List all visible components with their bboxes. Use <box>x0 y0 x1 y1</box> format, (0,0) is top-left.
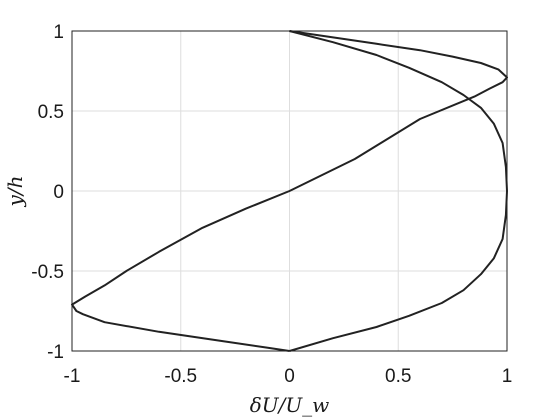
y-tick-label: 0 <box>53 182 64 203</box>
x-tick-label: 0.5 <box>385 366 411 387</box>
x-tick-label: 0 <box>284 366 295 387</box>
plot-frame <box>71 30 508 352</box>
x-tick-label: -1 <box>64 366 81 387</box>
x-tick-label: 1 <box>502 366 513 387</box>
y-tick-labels: -1 -0.5 0 0.5 1 <box>31 22 64 363</box>
y-tick-label: 1 <box>53 22 64 43</box>
series-line-1 <box>71 30 508 352</box>
y-tick-label: -0.5 <box>31 262 64 283</box>
x-axis-label-text: δU/U_w <box>250 393 330 417</box>
x-tick-label: -0.5 <box>164 366 197 387</box>
x-axis-label: δU/U_w <box>250 393 330 417</box>
y-axis-label: y/h <box>3 176 27 208</box>
y-tick-label: 0.5 <box>38 102 64 123</box>
x-tick-labels: -1 -0.5 0 0.5 1 <box>64 366 513 387</box>
y-tick-label: -1 <box>47 342 64 363</box>
y-axis-label-text: y/h <box>3 176 27 208</box>
